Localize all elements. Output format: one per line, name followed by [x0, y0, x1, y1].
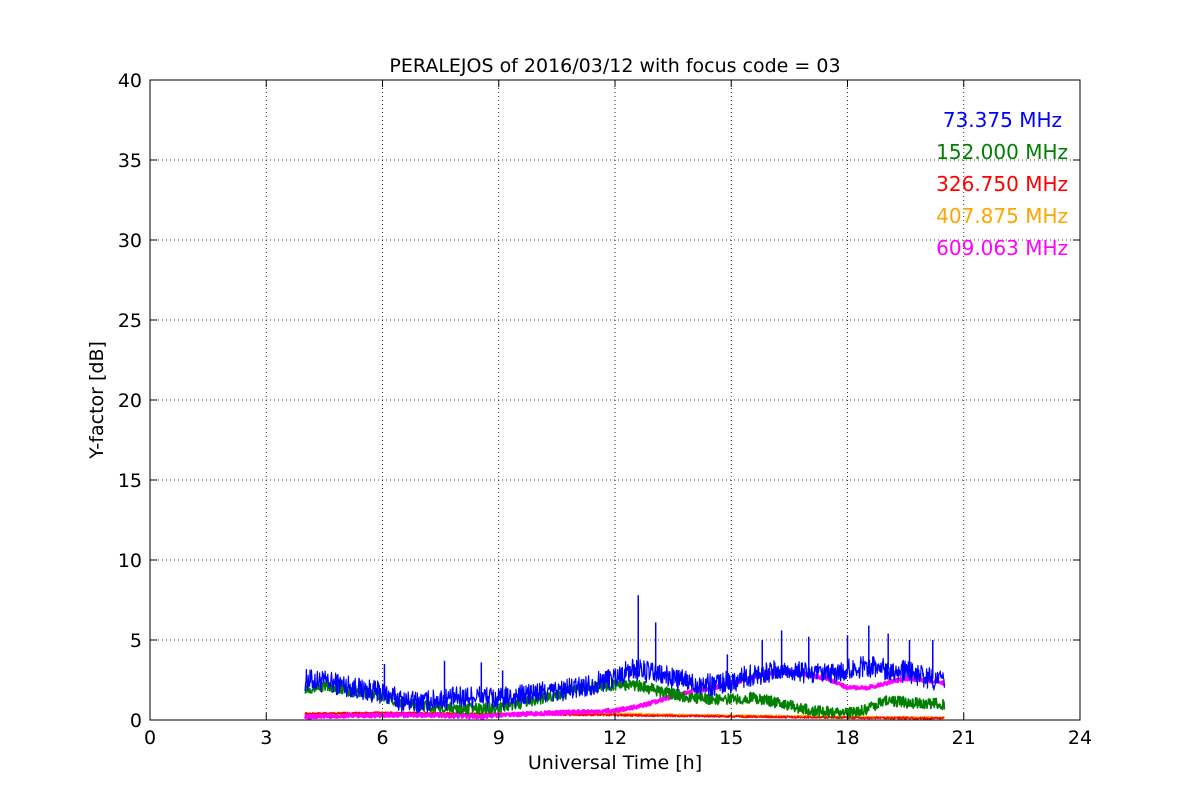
- legend-entry-326-750: 326.750 MHz: [936, 172, 1068, 196]
- legend-entry-407-875: 407.875 MHz: [936, 204, 1068, 228]
- legend: 73.375 MHz 152.000 MHz 326.750 MHz 407.8…: [936, 108, 1068, 260]
- y-tick-label: 30: [118, 230, 142, 252]
- series-1: [304, 595, 945, 714]
- legend-entry-152-000: 152.000 MHz: [936, 140, 1068, 164]
- series-line: [304, 656, 945, 714]
- y-tick-label: 15: [118, 470, 142, 492]
- y-tick-label: 0: [130, 710, 142, 732]
- x-tick-label: 0: [144, 727, 156, 749]
- y-tick-label: 40: [118, 70, 142, 92]
- y-axis-label: Y-factor [dB]: [86, 341, 108, 460]
- y-tick-label: 35: [118, 150, 142, 172]
- series-line: [303, 669, 946, 720]
- x-tick-label: 3: [260, 727, 272, 749]
- x-tick-label: 21: [952, 727, 976, 749]
- x-tick-label: 6: [376, 727, 388, 749]
- ticks: 0 3 6 9 12 15 18 21 24 0 5 10 15 20 25 30 35 40: [118, 70, 1092, 749]
- y-tick-label: 10: [118, 550, 142, 572]
- y-tick-label: 25: [118, 310, 142, 332]
- x-axis-label: Universal Time [h]: [528, 752, 702, 774]
- x-tick-label: 9: [493, 727, 505, 749]
- x-tick-label: 15: [719, 727, 743, 749]
- y-tick-label: 5: [130, 630, 142, 652]
- series-5: [303, 669, 946, 720]
- x-tick-label: 12: [603, 727, 627, 749]
- x-tick-label: 18: [835, 727, 859, 749]
- legend-entry-609-063: 609.063 MHz: [936, 236, 1068, 260]
- legend-entry-73-375: 73.375 MHz: [943, 108, 1062, 132]
- chart-title: PERALEJOS of 2016/03/12 with focus code …: [389, 55, 840, 77]
- x-tick-label: 24: [1068, 727, 1092, 749]
- y-tick-label: 20: [118, 390, 142, 412]
- series-lines: [303, 595, 946, 720]
